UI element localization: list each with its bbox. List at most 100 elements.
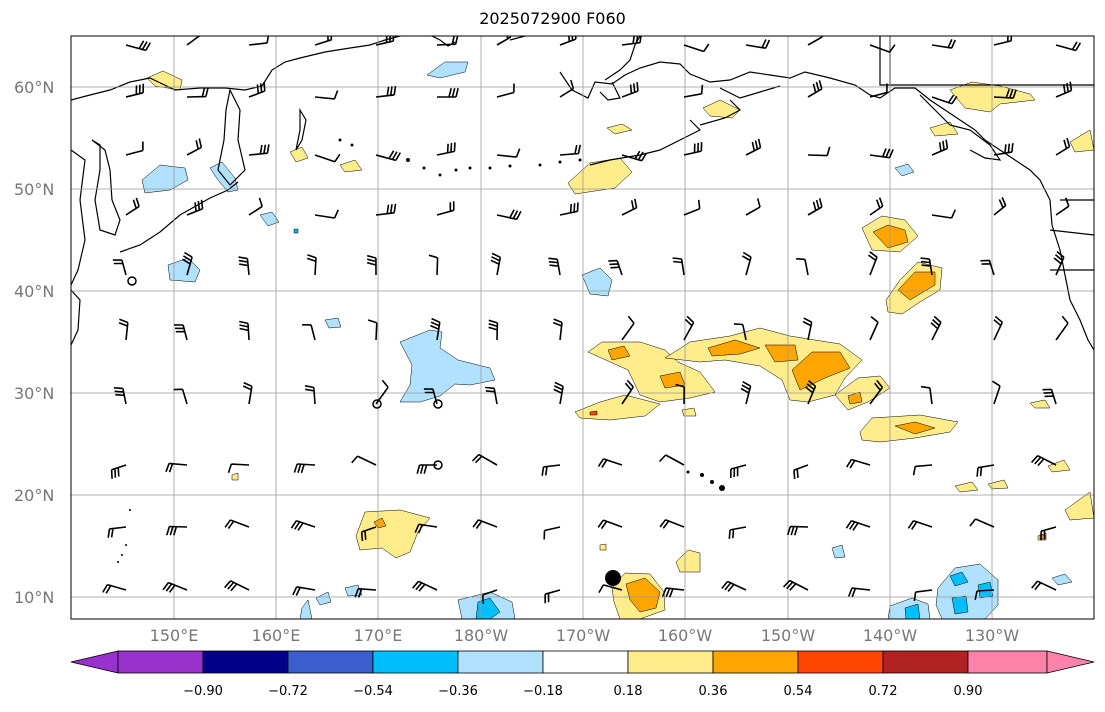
wind-barb [597,458,623,468]
wind-barb [293,463,316,474]
field-light-blue [141,164,189,194]
wind-barb [969,518,995,528]
wind-barb [1031,580,1057,591]
field-orange [764,344,799,363]
wind-barb [845,519,871,531]
calm-markers [127,276,443,470]
wind-barb [351,455,377,466]
wind-barb [375,379,389,405]
field-yellow [289,146,309,163]
wind-barb [912,464,933,476]
wind-barb [496,36,512,46]
field-light-blue [315,591,332,606]
wind-barb [186,199,204,216]
wind-barb [107,526,127,538]
lon-label: 180°W [453,626,509,645]
wind-barb [125,197,140,216]
wind-barb [559,79,575,98]
wind-barb [913,589,933,602]
field-orange [894,421,936,435]
wind-barb [786,525,809,536]
wind-barb [304,385,316,405]
wind-barb [375,36,395,46]
wind-barb [110,464,127,479]
field-yellow [599,543,607,551]
wind-barb [496,148,521,158]
wind-barb [186,138,203,156]
wind-barb [375,203,397,216]
wind-barb [227,463,250,473]
field-yellow [231,472,239,481]
field-yellow [954,481,979,493]
field-orange [897,271,936,301]
plot-area [71,36,1094,619]
lat-label: 40°N [14,282,55,301]
field-blue [293,228,299,234]
wind-barb [1055,81,1073,98]
wind-barb [292,586,316,596]
wind-barb [496,83,515,98]
wind-barb [118,318,129,341]
wind-barb [306,254,317,276]
colorbar-extend-low [70,650,119,674]
colorbar-label: −0.54 [353,684,393,699]
field-red [589,410,598,416]
wind-barb [730,464,747,479]
wind-barb [783,579,809,591]
wind-barb [740,381,752,405]
wind-barb [993,143,1014,156]
wind-barb [1055,137,1071,156]
wind-barb [621,379,634,405]
wind-barb [224,519,250,529]
lat-label: 60°N [14,78,55,97]
wind-barb [930,315,942,341]
wind-barb [621,82,639,98]
wind-barb [745,138,762,156]
field-light-blue [344,584,363,597]
lon-label: 140°W [862,626,918,645]
wind-barb [166,525,188,536]
colorbar [70,650,1095,674]
field-yellow [1069,129,1094,153]
wind-barb [414,523,438,534]
field-yellow [146,70,183,91]
lat-label: 10°N [14,588,55,607]
island-chain [117,138,725,563]
field-light-blue [324,317,342,329]
wind-barb [980,259,995,276]
wind-barb [548,257,561,276]
field-yellow [606,123,633,135]
wind-barb [366,254,377,276]
wind-barb [1031,454,1057,467]
field-blue [475,597,501,619]
field-yellow [949,81,1036,113]
field-light-blue [894,163,915,177]
field-light-blue [1051,573,1073,586]
wind-barb [931,38,957,49]
wind-barb [248,36,270,46]
wind-barb [683,315,695,341]
wind-barb [186,36,200,46]
wind-barb [481,589,498,604]
field-blue [949,571,969,587]
field-yellow [675,549,701,573]
wind-barb [290,519,316,531]
wind-barb [672,257,685,276]
wind-barb [416,464,437,474]
wind-barb [125,83,145,98]
coastlines [71,36,1094,351]
contour-fields [141,61,1094,619]
wind-barb [1055,197,1070,216]
wind-barb [367,319,378,341]
wind-barb [472,519,498,529]
colorbar-extend-high [1046,650,1095,674]
wind-barb [360,526,377,541]
plot-frame [70,35,1095,620]
lon-label: 150°W [760,626,816,645]
gridlines [71,36,1094,619]
wind-barb [1042,388,1057,405]
wind-barb [683,199,701,216]
wind-barb [471,453,498,466]
wind-barb [238,256,250,276]
